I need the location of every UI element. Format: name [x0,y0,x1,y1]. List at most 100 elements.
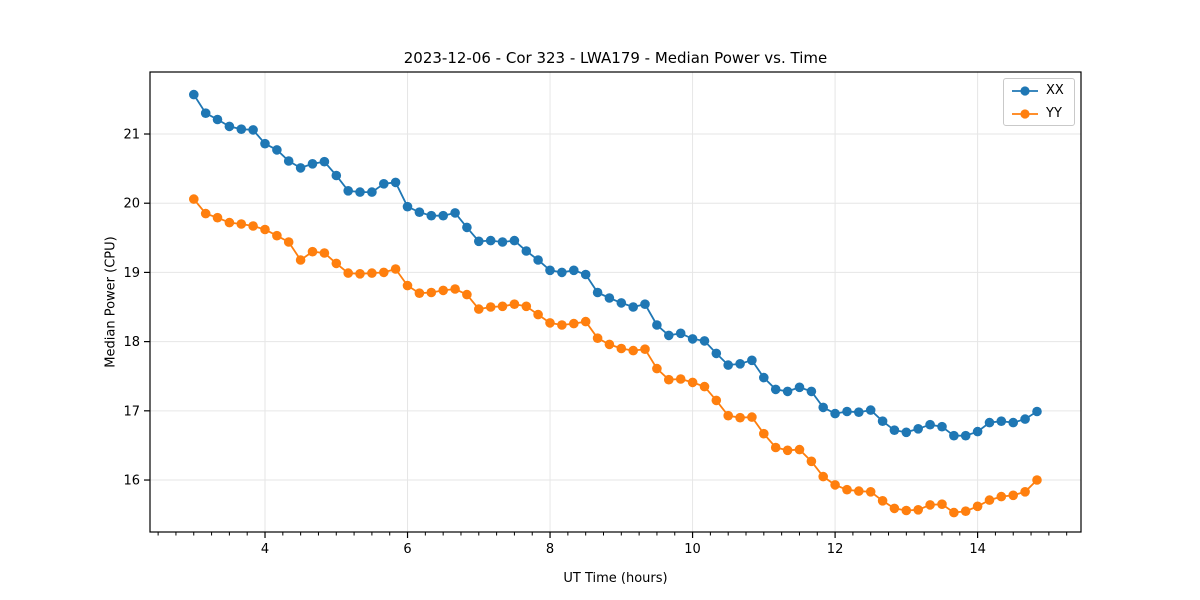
data-point-xx [462,222,472,233]
data-point-xx [972,426,983,437]
data-point-yy [414,288,425,299]
y-axis-label-text: Median Power (CPU) [103,236,119,368]
data-point-yy [889,503,900,514]
data-point-yy [260,224,270,235]
data-point-xx [236,124,247,134]
x-axis-label: UT Time (hours) [563,571,668,586]
data-point-xx [806,386,817,397]
data-point-xx [557,267,567,278]
data-point-xx [438,210,449,221]
data-point-xx [272,145,282,155]
data-point-xx [865,405,876,415]
data-point-yy [937,499,947,510]
data-point-xx [913,424,923,434]
data-point-yy [569,318,579,329]
data-point-xx [497,237,508,247]
data-point-yy [984,495,995,505]
data-point-yy [545,318,555,328]
data-point-xx [592,287,603,298]
data-point-yy [806,456,817,467]
legend-sample-marker [1020,108,1030,119]
data-point-yy [1020,487,1030,497]
data-point-yy [699,381,710,392]
data-point-yy [295,255,306,265]
data-point-xx [390,177,401,188]
data-point-xx [189,89,199,100]
data-point-yy [616,343,627,354]
data-point-yy [747,412,757,422]
data-point-xx [723,360,733,370]
data-point-xx [485,235,496,246]
data-point-yy [402,280,413,291]
data-point-xx [307,159,318,169]
data-point-xx [818,402,828,413]
data-point-xx [402,201,413,212]
y-tick-label: 16 [123,474,140,489]
data-point-xx [652,320,662,330]
data-point-xx [367,187,377,197]
x-tick-label: 14 [969,542,986,557]
data-point-xx [569,265,579,276]
data-point-yy [283,237,294,247]
data-point-yy [782,445,793,456]
data-point-xx [224,121,235,132]
legend-item-yy: YY [1004,102,1074,125]
data-point-xx [426,210,437,221]
data-point-yy [533,309,543,320]
y-tick-label: 17 [123,404,140,419]
data-point-yy [901,505,912,516]
data-point-xx [830,408,840,419]
data-point-xx [509,235,520,246]
data-point-yy [711,395,722,406]
data-point-xx [260,138,270,149]
data-point-yy [592,333,603,344]
data-point-yy [485,302,496,312]
x-tick-label: 4 [261,542,269,557]
data-point-xx [604,293,615,303]
data-point-yy [664,374,674,385]
legend-label-xx: XX [1046,83,1064,98]
data-point-yy [960,506,971,516]
data-point-yy [343,268,354,278]
data-point-yy [580,316,591,327]
data-point-xx [937,421,947,432]
data-point-xx [1020,414,1030,424]
data-point-yy [865,487,876,497]
data-point-xx [319,156,330,167]
legend-label-yy: YY [1046,106,1062,121]
data-point-xx [687,334,698,344]
data-point-xx [414,207,425,217]
y-tick-label: 18 [123,335,140,350]
data-point-xx [699,336,710,346]
data-point-yy [723,410,733,421]
data-point-yy [355,269,365,279]
data-point-yy [331,258,342,269]
data-point-yy [1008,490,1018,501]
data-point-xx [794,382,805,393]
series-line-yy [193,198,1038,514]
data-point-yy [794,444,805,455]
data-point-xx [521,246,532,256]
data-point-yy [735,412,745,423]
data-point-yy [818,471,828,482]
data-point-xx [200,108,211,118]
data-point-xx [854,407,864,418]
data-point-xx [379,179,389,189]
data-point-xx [355,187,365,197]
data-point-xx [1008,417,1018,428]
data-point-xx [248,125,258,135]
data-point-yy [390,264,401,274]
plot-border [149,71,1082,533]
data-point-xx [675,328,686,339]
data-point-yy [1032,475,1042,485]
x-tick-label: 12 [827,542,844,557]
series-line-xx [193,94,1038,437]
data-point-xx [842,406,852,417]
data-point-yy [272,230,282,241]
data-point-xx [450,208,460,218]
legend: XX YY [1003,78,1075,126]
data-point-xx [949,430,959,441]
data-point-xx [664,330,674,341]
data-point-yy [200,208,211,219]
legend-line-sample-xx [1012,85,1038,96]
